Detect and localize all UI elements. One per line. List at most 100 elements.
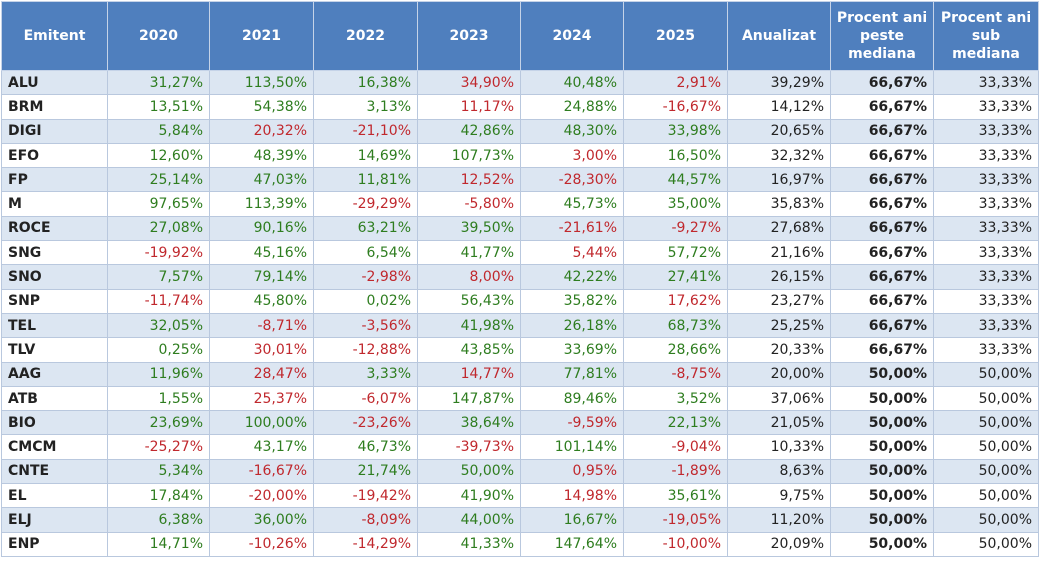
value-cell: 7,57% [107,264,210,290]
issuer-cell: CMCM [1,434,108,460]
value-cell: 37,06% [727,385,831,412]
table-row: FP 25,14% 47,03% 11,81% 12,52% -28,30% 44,57% 1… [1,167,1039,193]
table-row: AAG 11,96% 28,47% 3,33% 14,77% 77,81% -8,75% 20… [1,361,1039,387]
value-cell: 100,00% [209,410,314,436]
value-cell: 50,00% [830,507,934,533]
value-cell: 56,43% [417,288,521,314]
value-cell: -39,73% [417,434,521,460]
value-cell: -25,27% [107,434,210,460]
value-cell: -28,30% [520,167,624,193]
table-row: TEL 32,05% -8,71% -3,56% 41,98% 26,18% 68,73% 2… [1,312,1039,339]
table-row: SNG -19,92% 45,16% 6,54% 41,77% 5,44% 57,72% 21… [1,240,1039,266]
table-row: BIO 23,69% 100,00% -23,26% 38,64% -9,59% 22,13… [1,410,1039,436]
value-cell: 14,98% [520,483,624,509]
value-cell: 11,81% [313,167,418,193]
value-cell: 41,33% [417,531,521,557]
value-cell: 113,50% [209,69,314,96]
value-cell: 147,64% [520,531,624,557]
value-cell: -8,09% [313,507,418,533]
value-cell: 2,91% [623,69,728,96]
value-cell: 50,00% [933,385,1039,412]
value-cell: 66,67% [830,69,934,96]
value-cell: 20,00% [727,361,831,387]
value-cell: 35,82% [520,288,624,314]
value-cell: 0,25% [107,337,210,363]
value-cell: -12,88% [313,337,418,363]
value-cell: 57,72% [623,240,728,266]
value-cell: 66,67% [830,191,934,217]
table-row: ENP 14,71% -10,26% -14,29% 41,33% 147,64% -10,… [1,531,1039,557]
value-cell: -9,27% [623,215,728,242]
value-cell: 16,97% [727,167,831,193]
value-cell: 50,00% [933,483,1039,509]
value-cell: 147,87% [417,385,521,412]
value-cell: -9,04% [623,434,728,460]
value-cell: 21,74% [313,458,418,485]
issuer-cell: EFO [1,142,108,169]
value-cell: 35,83% [727,191,831,217]
value-cell: 22,13% [623,410,728,436]
value-cell: 33,33% [933,191,1039,217]
value-cell: 12,60% [107,142,210,169]
value-cell: 42,86% [417,118,521,144]
table-row: BRM 13,51% 54,38% 3,13% 11,17% 24,88% -16,67% 1… [1,94,1039,120]
value-cell: -6,07% [313,385,418,412]
value-cell: 50,00% [417,458,521,485]
value-cell: 50,00% [933,458,1039,485]
value-cell: 24,88% [520,94,624,120]
issuer-cell: FP [1,167,108,193]
value-cell: 26,15% [727,264,831,290]
value-cell: -3,56% [313,312,418,339]
value-cell: 42,22% [520,264,624,290]
value-cell: -21,61% [520,215,624,242]
value-cell: 5,34% [107,458,210,485]
value-cell: 90,16% [209,215,314,242]
value-cell: 68,73% [623,312,728,339]
value-cell: 23,27% [727,288,831,314]
value-cell: 50,00% [830,531,934,557]
value-cell: 39,50% [417,215,521,242]
value-cell: 14,69% [313,142,418,169]
value-cell: 79,14% [209,264,314,290]
value-cell: -5,80% [417,191,521,217]
value-cell: 66,67% [830,118,934,144]
value-cell: 3,52% [623,385,728,412]
header-cell: 2023 [417,1,521,71]
value-cell: 39,29% [727,69,831,96]
value-cell: 77,81% [520,361,624,387]
value-cell: -14,29% [313,531,418,557]
value-cell: -10,00% [623,531,728,557]
issuer-cell: EL [1,483,108,509]
value-cell: 66,67% [830,94,934,120]
value-cell: 11,17% [417,94,521,120]
value-cell: 3,00% [520,142,624,169]
value-cell: -23,26% [313,410,418,436]
issuer-cell: CNTE [1,458,108,485]
table-row: SNP -11,74% 45,80% 0,02% 56,43% 35,82% 17,62% 2… [1,288,1039,314]
table-row: CMCM -25,27% 43,17% 46,73% -39,73% 101,14% -9,… [1,434,1039,460]
issuer-cell: SNO [1,264,108,290]
value-cell: 16,38% [313,69,418,96]
header-cell: Anualizat [727,1,831,71]
value-cell: -1,89% [623,458,728,485]
value-cell: 41,98% [417,312,521,339]
value-cell: 89,46% [520,385,624,412]
table-row: ROCE 27,08% 90,16% 63,21% 39,50% -21,61% -9,27… [1,215,1039,242]
value-cell: 33,33% [933,337,1039,363]
value-cell: 12,52% [417,167,521,193]
value-cell: 3,33% [313,361,418,387]
value-cell: -19,92% [107,240,210,266]
value-cell: 27,08% [107,215,210,242]
value-cell: 45,16% [209,240,314,266]
value-cell: 27,68% [727,215,831,242]
value-cell: 35,00% [623,191,728,217]
issuer-cell: TLV [1,337,108,363]
header-cell: 2025 [623,1,728,71]
value-cell: 97,65% [107,191,210,217]
value-cell: 0,02% [313,288,418,314]
issuer-cell: SNP [1,288,108,314]
value-cell: 66,67% [830,288,934,314]
value-cell: 25,14% [107,167,210,193]
value-cell: -11,74% [107,288,210,314]
header-cell: 2021 [209,1,314,71]
